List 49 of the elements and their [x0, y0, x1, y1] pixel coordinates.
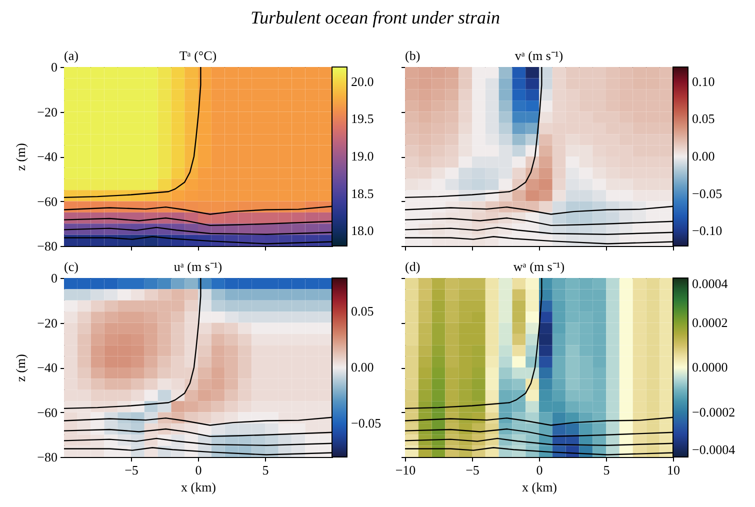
color-bar-label: 19.0 — [351, 148, 374, 164]
color-bar-label: −0.05 — [351, 415, 382, 430]
color-bar-label: 18.0 — [351, 223, 374, 238]
color-bar-label: −0.0002 — [692, 404, 736, 420]
text: (d) — [405, 259, 420, 274]
color-bar-label: 0.00 — [351, 360, 374, 374]
x-axis-title: x (km) — [180, 480, 216, 494]
y-axis-title: z (m) — [13, 354, 28, 382]
color-bar-label: 0.0004 — [692, 276, 728, 291]
x-tick-label: 0 — [195, 462, 202, 478]
color-bar-label: 0.05 — [351, 304, 374, 319]
y-tick-label: −60 — [37, 404, 58, 420]
y-axis-title: z (m) — [13, 143, 28, 171]
color-bar-label: 0.05 — [692, 111, 715, 126]
text: (b) — [405, 48, 420, 63]
color-bar-label: −0.10 — [692, 223, 722, 238]
x-tick-label: 5 — [262, 462, 269, 478]
chart-title: Tᵃ (°C) — [179, 48, 217, 63]
text: Turbulent ocean front under strain — [250, 8, 500, 28]
x-tick-label: −10 — [395, 462, 416, 478]
color-bar-label: 0.10 — [692, 74, 715, 89]
text: (a) — [64, 48, 78, 63]
x-tick-label: 5 — [603, 462, 610, 478]
chart-title: vᵃ (m s⁻¹) — [514, 48, 564, 63]
color-bar-label: −0.0004 — [692, 442, 736, 457]
x-tick-label: 10 — [667, 462, 680, 478]
y-tick-label: −40 — [37, 360, 58, 375]
y-tick-label: −80 — [37, 238, 58, 254]
color-bar-label: −0.05 — [692, 186, 722, 201]
y-tick-label: 0 — [51, 60, 58, 74]
x-tick-label: −5 — [124, 462, 138, 478]
y-tick-label: −20 — [37, 315, 58, 330]
text: (c) — [64, 259, 78, 274]
x-tick-label: −5 — [466, 462, 480, 478]
chart-title: wᵃ (m s⁻¹) — [513, 259, 565, 274]
color-bar-label: 20.0 — [351, 74, 374, 89]
y-tick-label: −80 — [37, 450, 58, 464]
y-tick-label: −20 — [37, 104, 58, 120]
color-bar-label: 0.0000 — [692, 360, 728, 374]
y-tick-label: −60 — [37, 194, 58, 209]
y-tick-label: −40 — [37, 149, 58, 164]
x-axis-title: x (km) — [522, 480, 558, 494]
x-tick-label: 0 — [536, 462, 543, 478]
color-bar-label: 0.00 — [692, 148, 715, 164]
color-bar-label: 19.5 — [351, 111, 374, 126]
color-bar-label: 0.0002 — [692, 314, 728, 330]
chart-title: uᵃ (m s⁻¹) — [174, 259, 222, 274]
y-tick-label: 0 — [51, 270, 58, 286]
color-bar-label: 18.5 — [351, 186, 374, 201]
